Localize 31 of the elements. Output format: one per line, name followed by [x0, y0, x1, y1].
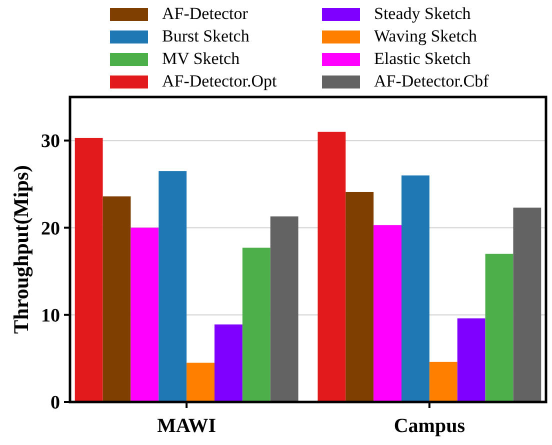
legend-label: AF-Detector.Cbf — [374, 72, 490, 90]
legend-label: AF-Detector.Opt — [162, 72, 277, 90]
bar — [102, 196, 131, 402]
bar — [402, 175, 430, 402]
bar — [374, 225, 402, 402]
bar — [214, 324, 242, 402]
bar — [242, 248, 270, 402]
bar — [130, 228, 159, 402]
legend-label: Waving Sketch — [374, 26, 478, 46]
legend-label: Burst Sketch — [162, 26, 250, 46]
legend-label: MV Sketch — [162, 49, 240, 68]
y-tick-label: 20 — [41, 218, 60, 240]
bar — [346, 192, 374, 402]
y-tick-label: 10 — [41, 306, 60, 327]
legend-label: Steady Sketch — [374, 4, 472, 23]
y-axis-title: Throughput(Mips) — [9, 165, 33, 334]
y-tick-label: 0 — [50, 392, 60, 414]
bar — [318, 132, 346, 402]
legend-label: Elastic Sketch — [374, 49, 472, 68]
bar — [186, 362, 214, 402]
legend-label: AF-Detector — [162, 4, 248, 23]
y-tick-label: 30 — [41, 131, 60, 152]
x-tick-label: MAWI — [157, 415, 216, 437]
bar — [158, 171, 187, 402]
bar — [457, 318, 486, 402]
bar — [429, 362, 458, 402]
x-tick-label: Campus — [394, 415, 466, 437]
bar — [270, 216, 298, 402]
bar — [74, 138, 103, 402]
bar — [513, 208, 542, 402]
bar — [485, 254, 514, 402]
